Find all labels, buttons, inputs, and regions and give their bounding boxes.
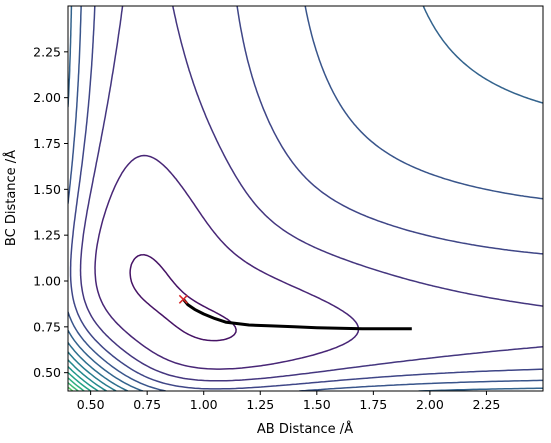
y-tick-label: 1.50	[33, 182, 61, 197]
contour-level-6	[68, 6, 543, 391]
y-tick-label: 1.25	[33, 228, 61, 243]
y-tick-label: 0.75	[33, 319, 61, 334]
y-axis-ticks: 0.50 0.75 1.00 1.25 1.50 1.75 2.00 2.25	[33, 44, 68, 380]
contour-level-3	[79, 6, 543, 382]
y-tick-label: 0.50	[33, 365, 61, 380]
contour-level-4	[69, 6, 543, 390]
y-tick-label: 2.25	[33, 44, 61, 59]
x-tick-label: 1.25	[246, 397, 274, 412]
y-tick-label: 1.75	[33, 136, 61, 151]
contour-level-1	[129, 253, 237, 342]
trajectory-layer	[178, 294, 412, 331]
x-tick-label: 2.25	[473, 397, 501, 412]
plot-frame	[67, 5, 544, 392]
contour-level-7	[68, 341, 129, 391]
contour-level-5	[68, 6, 543, 391]
contour-level-14	[68, 386, 74, 391]
x-tick-label: 1.75	[359, 397, 387, 412]
contour-level-2	[94, 154, 360, 370]
y-tick-label: 1.00	[33, 274, 61, 289]
x-axis-label: AB Distance /Å	[257, 421, 353, 437]
x-tick-label: 1.00	[190, 397, 218, 412]
trajectory-line	[182, 298, 412, 331]
y-tick-label: 2.00	[33, 90, 61, 105]
y-axis-label: BC Distance /Å	[3, 150, 19, 246]
contour-level-10	[68, 365, 99, 391]
contour-level-13	[68, 381, 79, 391]
contour-lines	[68, 6, 543, 391]
start-marker	[178, 294, 188, 304]
x-tick-label: 2.00	[416, 397, 444, 412]
contour-level-8	[68, 351, 117, 391]
x-axis-ticks: 0.50 0.75 1.00 1.25 1.50 1.75 2.00 2.25	[77, 391, 501, 412]
x-tick-label: 0.50	[77, 397, 105, 412]
x-tick-label: 1.50	[303, 397, 331, 412]
x-tick-label: 0.75	[133, 397, 161, 412]
